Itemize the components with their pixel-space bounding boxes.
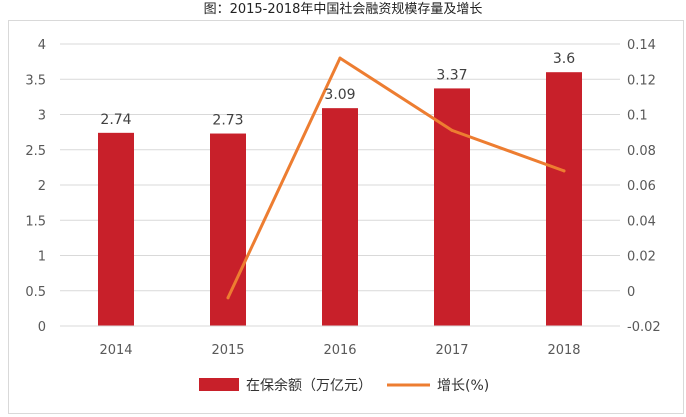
y-right-tick-label: 0.14 (627, 38, 656, 53)
x-tick-label: 2016 (323, 343, 356, 358)
right-axis: -0.02 0 0.02 0.04 0.06 0.08 0.1 0.12 0.14 (627, 38, 661, 335)
line-point (226, 296, 230, 300)
y-right-tick-label: 0.06 (627, 179, 656, 194)
y-left-tick-label: 0 (38, 320, 46, 335)
bar (322, 108, 358, 326)
x-tick-label: 2018 (547, 343, 580, 358)
x-axis: 2014 2015 2016 2017 2018 (60, 325, 620, 358)
left-axis: 0 0.5 1 1.5 2 2.5 3 3.5 4 (25, 38, 46, 335)
legend-label-bar: 在保余额（万亿元） (246, 377, 372, 394)
y-right-tick-label: 0.1 (627, 109, 648, 124)
line-point (338, 56, 342, 60)
y-left-tick-label: 4 (38, 38, 46, 53)
y-left-tick-label: 1.5 (25, 214, 46, 229)
data-label: 3.09 (324, 87, 355, 103)
y-left-tick-label: 2 (38, 179, 46, 194)
chart-frame (8, 20, 684, 414)
y-left-tick-label: 3 (38, 109, 46, 124)
bar (546, 72, 582, 326)
x-tick-label: 2017 (435, 343, 468, 358)
data-label: 3.37 (436, 67, 467, 83)
data-labels: 2.74 2.73 3.09 3.37 3.6 (100, 51, 575, 128)
y-left-tick-label: 1 (38, 250, 46, 265)
legend-swatch-bar (199, 378, 239, 391)
y-left-tick-label: 2.5 (25, 144, 46, 159)
chart-title: 图：2015-2018年中国社会融资规模存量及增长 (203, 2, 483, 17)
data-label: 3.6 (553, 51, 575, 67)
data-label: 2.73 (212, 113, 243, 129)
y-right-tick-label: 0.12 (627, 73, 656, 88)
bar-series (98, 72, 582, 326)
bar (434, 88, 470, 326)
x-tick-label: 2014 (99, 343, 132, 358)
y-right-tick-label: 0.08 (627, 144, 656, 159)
y-right-tick-label: 0.02 (627, 250, 656, 265)
legend: 在保余额（万亿元） 增长(%) (199, 377, 489, 394)
y-left-tick-label: 0.5 (25, 285, 46, 300)
y-right-tick-label: 0 (627, 285, 635, 300)
growth-line (226, 56, 566, 300)
line-point (450, 128, 454, 132)
y-right-tick-label: -0.02 (627, 320, 661, 335)
y-right-tick-label: 0.04 (627, 214, 656, 229)
line-point (562, 169, 566, 173)
legend-label-line: 增长(%) (437, 378, 489, 394)
line-series (226, 56, 566, 300)
bar (210, 133, 246, 326)
x-tick-label: 2015 (211, 343, 244, 358)
bar (98, 132, 134, 326)
y-left-tick-label: 3.5 (25, 73, 46, 88)
data-label: 2.74 (100, 112, 131, 128)
